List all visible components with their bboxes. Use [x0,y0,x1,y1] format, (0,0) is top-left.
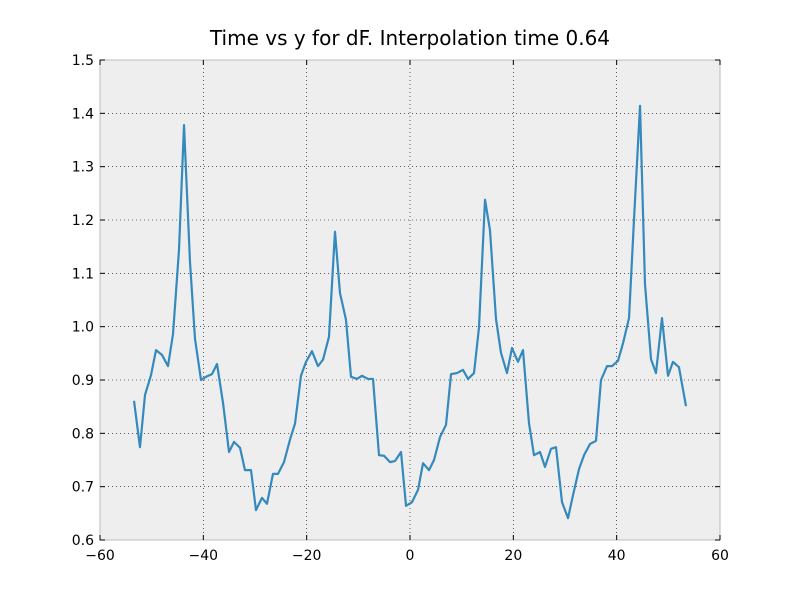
data-line [132,104,688,520]
x-tick-label: −60 [85,548,115,564]
y-tick-label: 0.6 [72,533,94,549]
x-tick-label: −20 [292,548,322,564]
y-tick-label: 1.2 [72,213,94,229]
x-tick-label: 40 [608,548,626,564]
x-tick-label: −40 [189,548,219,564]
marks [132,104,688,520]
x-tick-label: 0 [406,548,415,564]
y-tick-label: 0.9 [72,373,94,389]
y-tick-label: 1.4 [72,106,94,122]
y-tick-label: 0.7 [72,480,94,496]
chart-title: Time vs y for dF. Interpolation time 0.6… [209,26,610,50]
x-tick-label: 60 [711,548,729,564]
y-tick-label: 1.5 [72,53,94,69]
y-tick-label: 1.1 [72,266,94,282]
y-tick-label: 0.8 [72,426,94,442]
y-tick-label: 1.0 [72,320,94,336]
x-tick-label: 20 [504,548,522,564]
y-tick-label: 1.3 [72,160,94,176]
